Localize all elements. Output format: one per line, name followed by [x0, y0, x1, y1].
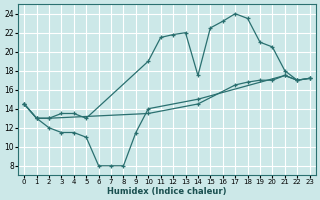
X-axis label: Humidex (Indice chaleur): Humidex (Indice chaleur) — [107, 187, 227, 196]
